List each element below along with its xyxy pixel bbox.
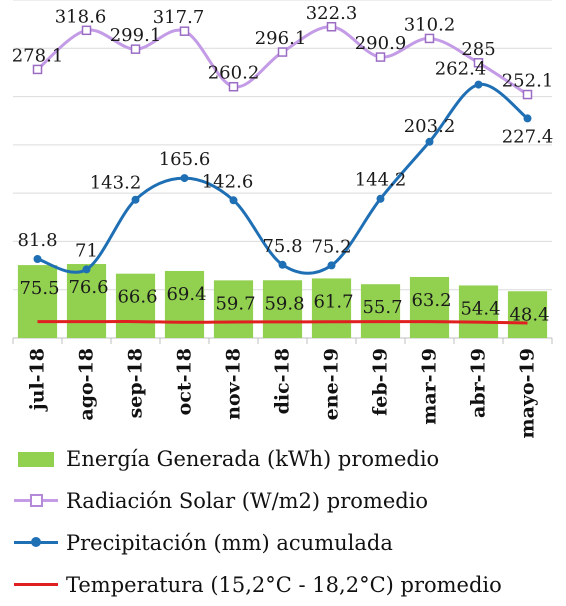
legend-bar-swatch (14, 448, 58, 470)
legend-label-energia: Energía Generada (kWh) promedio (66, 447, 440, 471)
bar-data-label: 48.4 (509, 304, 549, 325)
point-marker (522, 89, 533, 100)
x-tick-label: abr-19 (468, 348, 490, 418)
bar (213, 280, 254, 338)
point-marker (327, 261, 336, 270)
point-marker (473, 58, 484, 68)
legend-label-temperatura: Temperatura (15,2°C - 18,2°C) promedio (66, 573, 502, 597)
point-data-label: 260.2 (208, 63, 260, 84)
bar-data-label: 69.4 (166, 284, 206, 305)
point-data-label: 203.2 (404, 116, 456, 137)
bar-data-label: 59.7 (215, 293, 255, 314)
bar-data-label: 59.8 (264, 293, 304, 314)
point-data-label: 75.8 (262, 236, 302, 257)
bar-data-label: 63.2 (411, 290, 451, 311)
bar (458, 285, 499, 338)
point-data-label: 318.6 (55, 6, 107, 27)
legend-item-temperatura: Temperatura (15,2°C - 18,2°C) promedio (14, 564, 554, 606)
point-data-label: 262.4 (435, 59, 487, 80)
point-data-label: 299.1 (110, 25, 162, 46)
bar-data-label: 61.7 (313, 291, 353, 312)
point-data-label: 317.7 (153, 7, 205, 28)
bar (507, 291, 548, 338)
x-tick-label: feb-19 (370, 348, 392, 416)
x-tick-label: dic-18 (272, 348, 294, 414)
point-data-label: 290.9 (355, 33, 407, 54)
legend-item-radiacion: Radiación Solar (W/m2) promedio (14, 480, 554, 522)
bar (311, 278, 352, 338)
bar (360, 284, 401, 338)
bar (409, 276, 450, 338)
point-marker (180, 174, 189, 183)
bar-data-label: 54.4 (460, 298, 500, 319)
bar-data-label: 76.6 (68, 277, 108, 298)
data-labels: 75.5 76.6 66.6 69.4 59.7 59.8 61.7 55.7 63.2 54.4… (12, 3, 554, 326)
point-marker (376, 194, 385, 203)
point-marker (375, 52, 386, 62)
point-data-label: 165.6 (159, 149, 211, 170)
point-marker (33, 255, 42, 264)
point-marker (229, 196, 238, 205)
bar-series (17, 264, 548, 338)
bar (66, 264, 107, 338)
x-tick-label: mar-19 (419, 348, 441, 425)
point-marker (130, 44, 141, 54)
bar (262, 280, 303, 338)
point-marker (424, 33, 435, 44)
bar-data-label: 75.5 (19, 278, 59, 299)
point-data-label: 143.2 (90, 173, 142, 194)
point-marker (32, 64, 43, 75)
point-data-label: 75.2 (311, 236, 351, 257)
x-tick-label: sep-18 (125, 348, 147, 418)
point-data-label: 142.6 (202, 171, 254, 192)
point-data-label: 322.3 (306, 3, 358, 24)
point-marker (228, 81, 239, 92)
x-tick-label: oct-18 (174, 348, 196, 415)
chart: 75.5 76.6 66.6 69.4 59.7 59.8 61.7 55.7 63.2 54.4… (12, 0, 554, 438)
point-data-label: 81.8 (17, 230, 57, 251)
point-marker (474, 80, 483, 89)
point-marker (523, 114, 532, 123)
x-tick-label: ene-19 (321, 348, 343, 420)
point-data-label: 296.1 (255, 28, 307, 49)
legend-item-precipitacion: Precipitación (mm) acumulada (14, 522, 554, 564)
x-tick-label: ago-18 (76, 348, 98, 421)
point-data-label: 144.2 (355, 170, 407, 191)
bar-data-label: 55.7 (362, 297, 402, 318)
point-marker (425, 137, 434, 146)
legend-line-swatch (14, 574, 58, 596)
point-marker (81, 25, 92, 36)
bar (164, 270, 205, 338)
point-marker (277, 47, 288, 57)
legend-label-radiacion: Radiación Solar (W/m2) promedio (66, 489, 429, 513)
legend-square-line-swatch (14, 490, 58, 512)
line-series (32, 22, 533, 325)
point-data-label: 71 (75, 240, 98, 261)
point-marker (179, 26, 190, 36)
bar (115, 273, 156, 338)
point-marker (326, 22, 337, 32)
x-tick-label: nov-18 (223, 348, 245, 420)
point-marker (131, 195, 140, 204)
point-data-label: 285 (461, 39, 495, 60)
point-data-label: 310.2 (404, 14, 456, 35)
x-tick-label: mayo-19 (517, 348, 539, 438)
point-marker (82, 265, 91, 274)
point-data-label: 278.1 (12, 45, 64, 66)
legend-label-precipitacion: Precipitación (mm) acumulada (66, 531, 393, 555)
bar-data-label: 66.6 (117, 287, 157, 308)
legend: Energía Generada (kWh) promedio Radiació… (14, 438, 554, 606)
bar (17, 265, 58, 338)
x-tick-label: jul-18 (27, 348, 49, 412)
point-data-label: 252.1 (502, 71, 554, 92)
legend-circle-line-swatch (14, 532, 58, 554)
point-data-label: 227.4 (502, 126, 554, 147)
series-line (37, 320, 528, 325)
legend-item-energia: Energía Generada (kWh) promedio (14, 438, 554, 480)
point-marker (278, 260, 287, 269)
x-axis-tick-labels: jul-18 ago-18 sep-18 oct-18 nov-18 dic-18 ene-… (27, 348, 539, 438)
